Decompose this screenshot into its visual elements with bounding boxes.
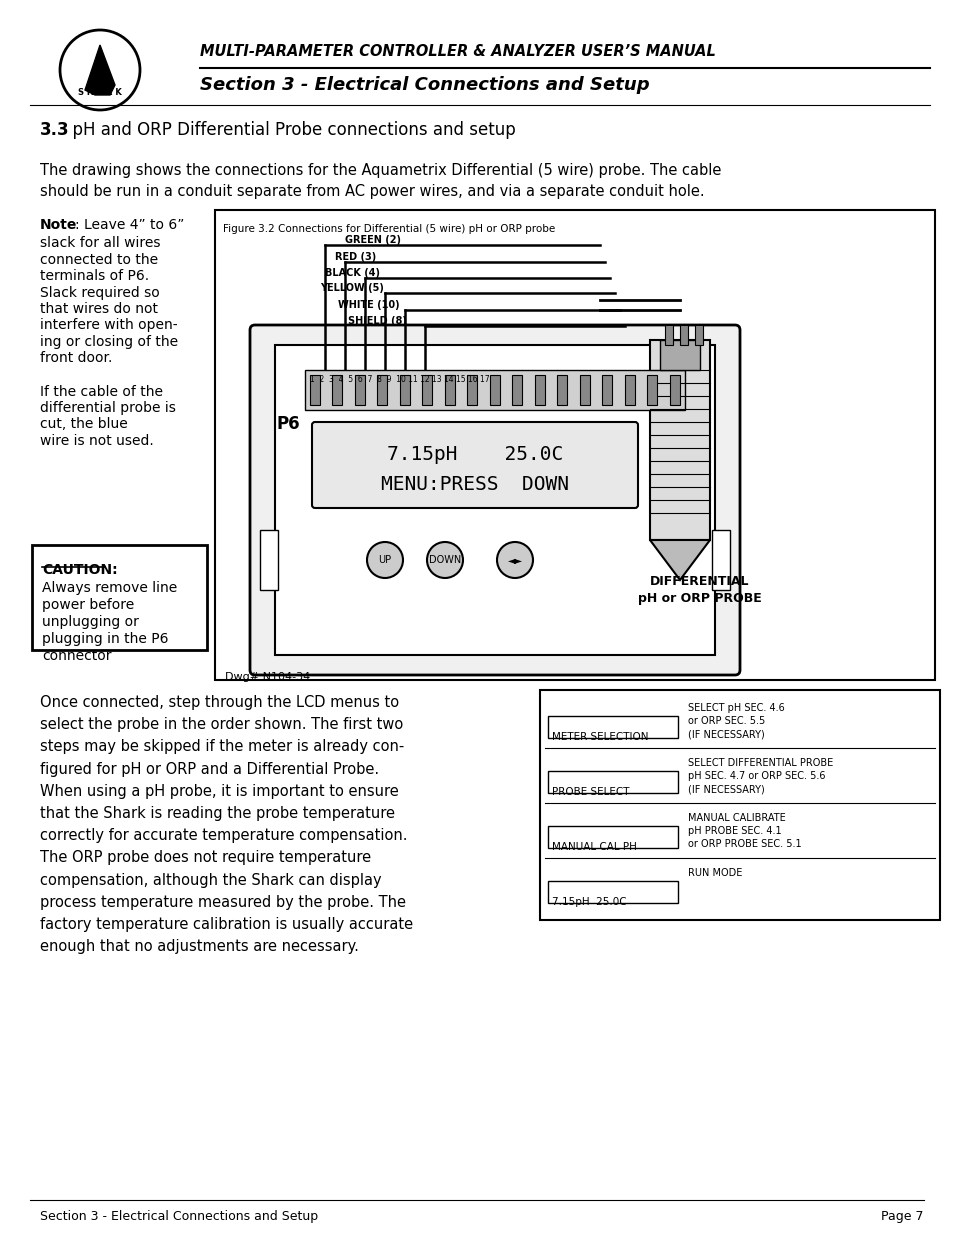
Text: Section 3 - Electrical Connections and Setup: Section 3 - Electrical Connections and S… (200, 77, 649, 94)
Text: MANUAL CAL PH: MANUAL CAL PH (552, 842, 637, 852)
Text: Note: Note (40, 219, 77, 232)
Text: terminals of P6.: terminals of P6. (40, 269, 149, 283)
Text: : Leave 4” to 6”: : Leave 4” to 6” (75, 219, 184, 232)
Text: cut, the blue: cut, the blue (40, 417, 128, 431)
Text: front door.: front door. (40, 352, 112, 366)
Text: Always remove line: Always remove line (42, 580, 177, 595)
Text: S H A R K: S H A R K (78, 88, 122, 98)
Text: 7.15pH  25.0C: 7.15pH 25.0C (552, 897, 626, 906)
Bar (422, 375, 432, 405)
Text: DOWN: DOWN (429, 555, 460, 564)
Bar (512, 375, 522, 405)
Bar (32, 545, 207, 650)
Text: 7.15pH    25.0C: 7.15pH 25.0C (387, 446, 562, 464)
Text: that wires do not: that wires do not (40, 303, 158, 316)
Bar (377, 375, 387, 405)
Text: MULTI-PARAMETER CONTROLLER & ANALYZER USER’S MANUAL: MULTI-PARAMETER CONTROLLER & ANALYZER US… (200, 44, 715, 59)
Text: If the cable of the: If the cable of the (40, 384, 163, 399)
Text: Section 3 - Electrical Connections and Setup: Section 3 - Electrical Connections and S… (40, 1210, 317, 1223)
Text: interfere with open-: interfere with open- (40, 319, 177, 332)
Text: pH or ORP PROBE: pH or ORP PROBE (638, 592, 761, 605)
Text: WHITE (10): WHITE (10) (337, 300, 399, 310)
Text: Figure 3.2 Connections for Differential (5 wire) pH or ORP probe: Figure 3.2 Connections for Differential … (223, 224, 555, 233)
Text: DIFFERENTIAL: DIFFERENTIAL (650, 576, 749, 588)
Text: SHIELD (8): SHIELD (8) (348, 316, 406, 326)
Text: METER SELECTION: METER SELECTION (552, 732, 648, 742)
Text: power before: power before (42, 598, 134, 613)
Text: UP: UP (378, 555, 391, 564)
Bar (333, 375, 342, 405)
Bar (679, 325, 687, 345)
Text: Slack required so: Slack required so (40, 285, 159, 300)
Bar (547, 881, 678, 903)
Bar (649, 340, 709, 540)
Bar (664, 325, 672, 345)
Bar (602, 375, 612, 405)
Text: SELECT pH SEC. 4.6
or ORP SEC. 5.5
(IF NECESSARY): SELECT pH SEC. 4.6 or ORP SEC. 5.5 (IF N… (687, 703, 784, 740)
Text: unplugging or: unplugging or (42, 615, 139, 629)
Text: RUN MODE: RUN MODE (687, 868, 741, 878)
Text: YELLOW (5): YELLOW (5) (319, 283, 383, 293)
Bar (624, 375, 635, 405)
Bar (467, 375, 477, 405)
Bar (547, 771, 678, 793)
Text: BLACK (4): BLACK (4) (325, 268, 379, 278)
Text: SELECT DIFFERENTIAL PROBE
pH SEC. 4.7 or ORP SEC. 5.6
(IF NECESSARY): SELECT DIFFERENTIAL PROBE pH SEC. 4.7 or… (687, 758, 832, 794)
Bar (355, 375, 365, 405)
Text: pH and ORP Differential Probe connections and setup: pH and ORP Differential Probe connection… (62, 121, 516, 140)
Text: plugging in the P6: plugging in the P6 (42, 632, 169, 646)
Bar (659, 340, 700, 370)
Text: PROBE SELECT: PROBE SELECT (552, 787, 629, 797)
Text: slack for all wires: slack for all wires (40, 236, 160, 249)
Bar (547, 826, 678, 848)
Bar (669, 375, 679, 405)
Bar (711, 530, 729, 590)
Bar (579, 375, 589, 405)
Bar (444, 375, 455, 405)
Bar (274, 345, 714, 655)
Text: differential probe is: differential probe is (40, 401, 175, 415)
Bar (535, 375, 544, 405)
Text: 3.3: 3.3 (40, 121, 70, 140)
Text: RED (3): RED (3) (335, 252, 375, 262)
Circle shape (497, 542, 533, 578)
Bar (695, 325, 702, 345)
Text: connector: connector (42, 650, 112, 663)
Text: CAUTION:: CAUTION: (42, 563, 117, 577)
Text: Once connected, step through the LCD menus to
select the probe in the order show: Once connected, step through the LCD men… (40, 695, 413, 955)
Bar (490, 375, 499, 405)
FancyBboxPatch shape (250, 325, 740, 676)
FancyBboxPatch shape (312, 422, 638, 508)
Bar (547, 716, 678, 739)
Bar (310, 375, 319, 405)
Text: ◄►: ◄► (507, 555, 522, 564)
Circle shape (367, 542, 402, 578)
Text: MANUAL CALIBRATE
pH PROBE SEC. 4.1
or ORP PROBE SEC. 5.1: MANUAL CALIBRATE pH PROBE SEC. 4.1 or OR… (687, 813, 801, 850)
Polygon shape (85, 44, 115, 95)
Polygon shape (649, 540, 709, 580)
Bar (539, 690, 939, 920)
Text: ing or closing of the: ing or closing of the (40, 335, 178, 350)
Bar (214, 210, 934, 680)
Text: P6: P6 (276, 415, 299, 433)
Text: wire is not used.: wire is not used. (40, 433, 153, 448)
Bar (399, 375, 410, 405)
Bar (260, 530, 277, 590)
Text: Page 7: Page 7 (881, 1210, 923, 1223)
Bar (305, 370, 684, 410)
Text: 1  2  3  4  5  6  7  8  9  10 11 12 13 14 15 16 17: 1 2 3 4 5 6 7 8 9 10 11 12 13 14 15 16 1… (310, 375, 489, 384)
Bar (557, 375, 567, 405)
Text: The drawing shows the connections for the Aquametrix Differential (5 wire) probe: The drawing shows the connections for th… (40, 163, 720, 199)
Bar (647, 375, 657, 405)
Text: Dwg# N104-34: Dwg# N104-34 (225, 672, 310, 682)
Text: MENU:PRESS  DOWN: MENU:PRESS DOWN (380, 475, 568, 494)
Text: GREEN (2): GREEN (2) (345, 235, 400, 245)
Text: connected to the: connected to the (40, 252, 158, 267)
Circle shape (427, 542, 462, 578)
